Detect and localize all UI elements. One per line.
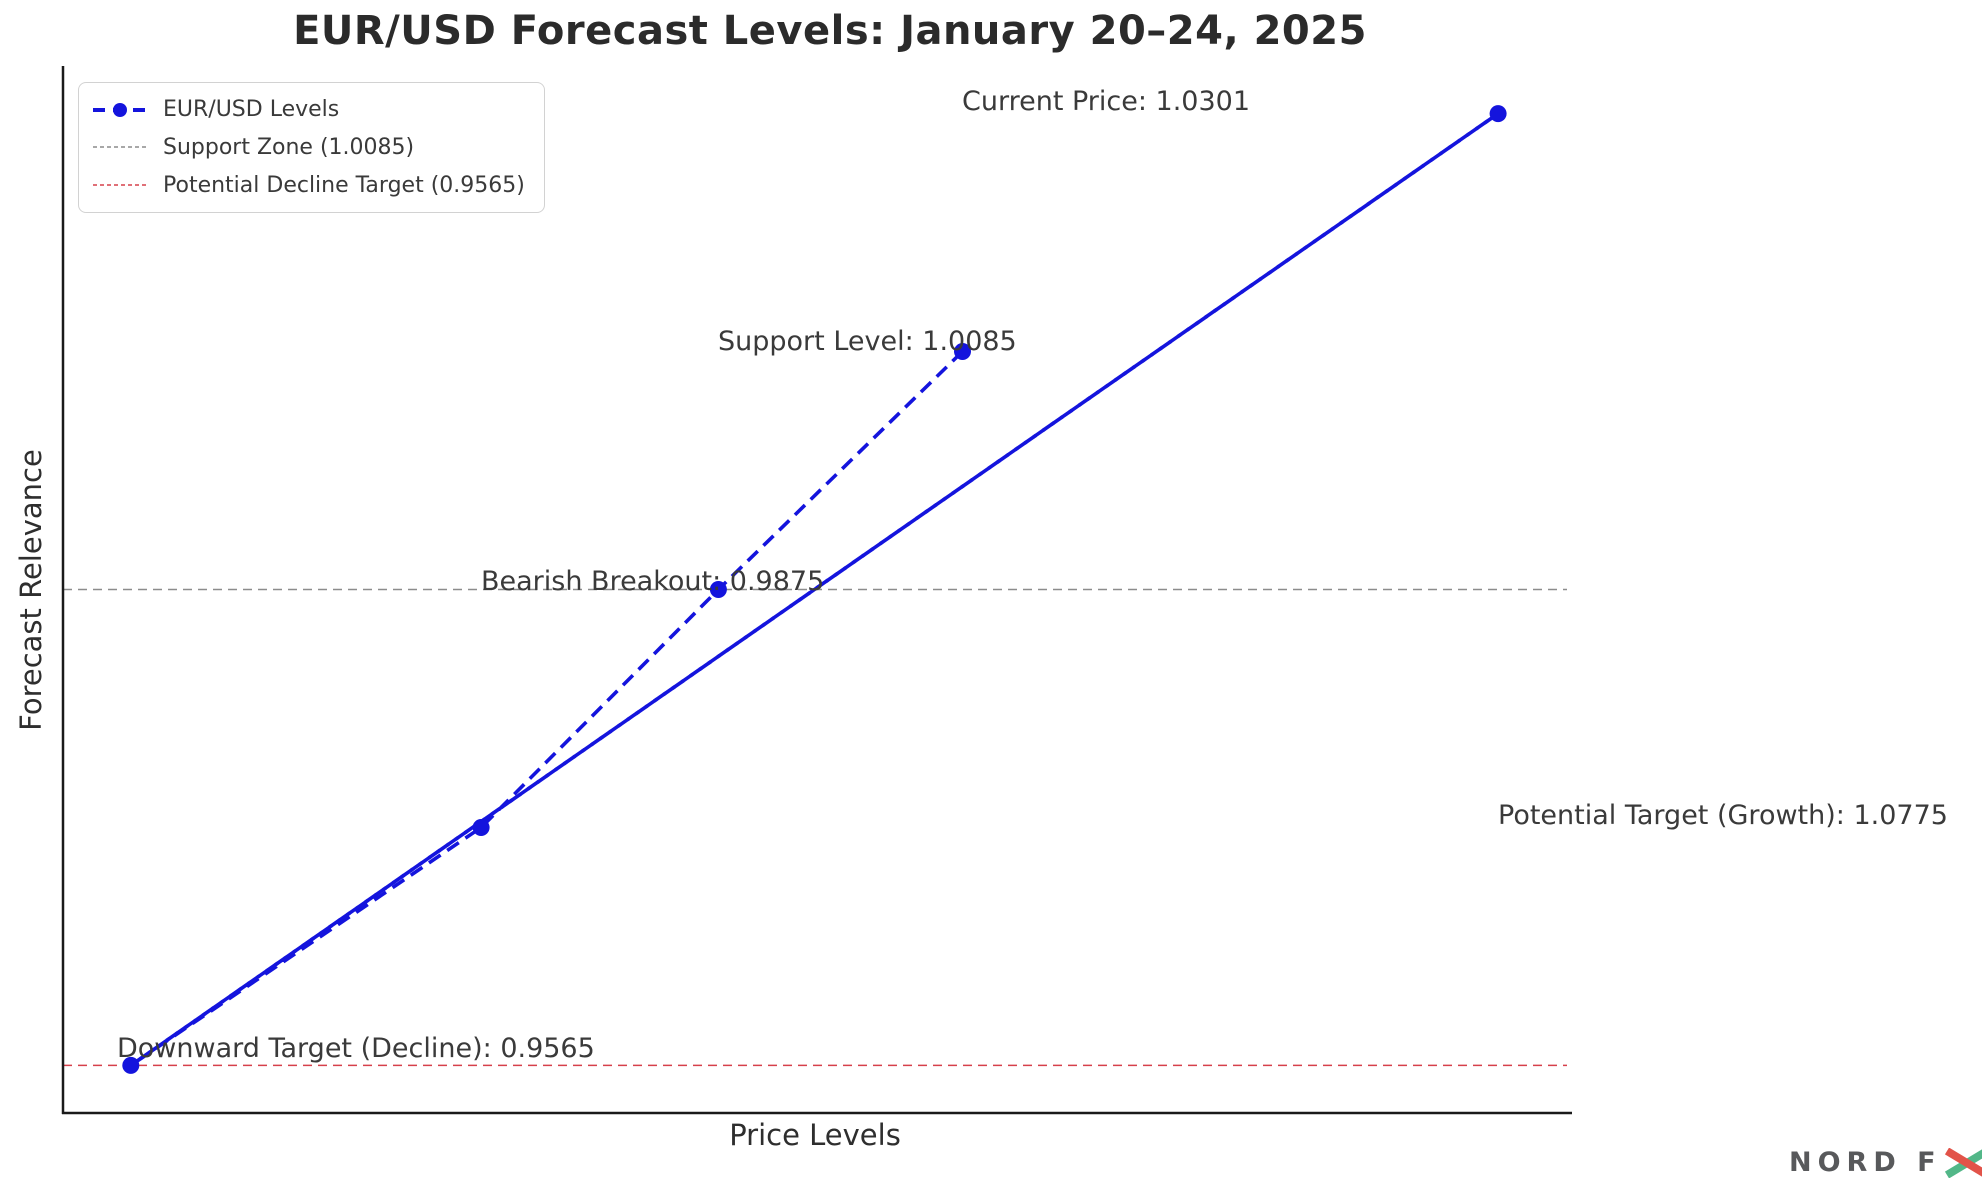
annotation: Support Level: 1.0085 [718, 326, 1017, 357]
brand-text: NORD F [1789, 1147, 1942, 1178]
data-point [472, 819, 490, 836]
x-axis-label: Price Levels [729, 1118, 901, 1152]
chart-title: EUR/USD Forecast Levels: January 20–24, … [293, 8, 1367, 54]
legend-item-eurusd: EUR/USD Levels [91, 97, 532, 122]
legend-item-decline-target: Potential Decline Target (0.9565) [91, 173, 532, 198]
data-point [954, 343, 971, 360]
legend-label: Potential Decline Target (0.9565) [163, 172, 525, 198]
series-line-overlay [129, 112, 1500, 1067]
legend-red-dashed-line-icon [93, 184, 147, 186]
annotation: Current Price: 1.0301 [962, 86, 1251, 117]
data-point [1489, 105, 1507, 123]
legend: EUR/USD Levels Support Zone (1.0085) Pot… [78, 82, 545, 213]
annotation: Bearish Breakout: 0.9875 [481, 566, 825, 597]
y-axis-label: Forecast Relevance [14, 449, 48, 731]
legend-blue-dashed-line-icon [93, 102, 147, 117]
data-point [122, 1056, 140, 1074]
legend-label: EUR/USD Levels [163, 97, 340, 123]
legend-gray-dashed-line-icon [93, 146, 147, 149]
data-point [709, 581, 727, 598]
annotation: Potential Target (Growth): 1.0775 [1498, 800, 1948, 831]
legend-item-support-zone: Support Zone (1.0085) [91, 135, 532, 160]
brand-x-icon [1944, 1147, 1982, 1178]
annotation: Downward Target (Decline): 0.9565 [117, 1033, 595, 1064]
series-line [129, 112, 1500, 1067]
legend-label: Support Zone (1.0085) [163, 134, 415, 160]
brand-logo: NORD F [1789, 1147, 1982, 1178]
